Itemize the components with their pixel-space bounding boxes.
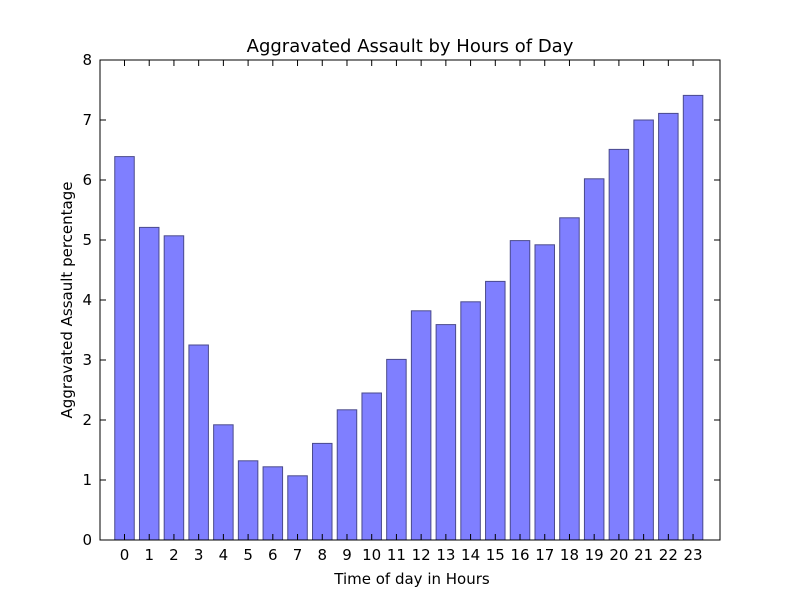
x-tick-label: 12 (412, 546, 431, 564)
bar-hour-10 (361, 392, 382, 541)
bar-hour-19 (583, 178, 605, 541)
x-tick-label: 2 (169, 546, 179, 564)
y-tick-label: 1 (82, 471, 92, 489)
bars (114, 94, 704, 541)
x-tick-label: 10 (362, 546, 381, 564)
x-tick-label: 13 (436, 546, 455, 564)
bar-hour-21 (633, 119, 654, 541)
bar-hour-7 (287, 475, 308, 541)
y-tick-label: 2 (82, 411, 92, 429)
bar-hour-16 (509, 240, 531, 541)
y-tick-label: 7 (82, 111, 92, 129)
bar-hour-6 (262, 466, 284, 541)
x-tick-label: 7 (293, 546, 303, 564)
y-tick-label: 4 (82, 291, 92, 309)
x-tick-label: 5 (243, 546, 253, 564)
x-axis-ticks: 0 1 2 3 4 5 6 7 8 9 10 11 12 13 14 15 16 17 18 19 20 21 22 23 (120, 60, 703, 564)
x-tick-label: 20 (609, 546, 628, 564)
x-tick-label: 18 (560, 546, 579, 564)
x-tick-label: 16 (510, 546, 529, 564)
x-tick-label: 1 (144, 546, 154, 564)
x-tick-label: 14 (461, 546, 480, 564)
bar-hour-2 (163, 235, 185, 541)
bar-hour-23 (682, 94, 704, 541)
bar-hour-5 (237, 460, 259, 541)
bar-hour-22 (658, 112, 679, 541)
y-tick-label: 3 (82, 351, 92, 369)
bar-hour-8 (312, 442, 333, 541)
y-axis-ticks: 0 1 2 3 4 5 6 7 8 (82, 51, 720, 549)
bar-hour-12 (410, 310, 432, 541)
x-tick-label: 11 (387, 546, 406, 564)
y-axis-label: Aggravated Assault percentage (58, 182, 76, 419)
x-tick-label: 19 (585, 546, 604, 564)
chart-title: Aggravated Assault by Hours of Day (247, 36, 574, 57)
x-tick-label: 22 (659, 546, 678, 564)
x-tick-label: 3 (194, 546, 204, 564)
bar-hour-9 (336, 409, 358, 541)
y-tick-label: 8 (82, 51, 92, 69)
x-tick-label: 4 (219, 546, 229, 564)
x-tick-label: 17 (535, 546, 554, 564)
bar-hour-0 (114, 156, 135, 541)
y-tick-label: 0 (82, 531, 92, 549)
bar-hour-3 (188, 344, 209, 541)
bar-hour-1 (138, 226, 160, 541)
bar-hour-15 (485, 280, 506, 541)
bar-hour-17 (534, 244, 555, 541)
x-tick-label: 21 (634, 546, 653, 564)
bar-hour-20 (608, 148, 630, 541)
y-tick-label: 6 (82, 171, 92, 189)
x-tick-label: 15 (486, 546, 505, 564)
bar-hour-4 (213, 424, 234, 541)
bar-hour-11 (386, 358, 407, 541)
y-tick-label: 5 (82, 231, 92, 249)
x-axis-label: Time of day in Hours (333, 570, 490, 588)
x-tick-label: 23 (684, 546, 703, 564)
bar-hour-13 (435, 324, 457, 541)
bar-hour-18 (559, 217, 580, 541)
x-tick-label: 0 (120, 546, 130, 564)
x-tick-label: 9 (342, 546, 352, 564)
x-tick-label: 6 (268, 546, 278, 564)
bar-hour-14 (460, 301, 481, 541)
x-tick-label: 8 (317, 546, 327, 564)
